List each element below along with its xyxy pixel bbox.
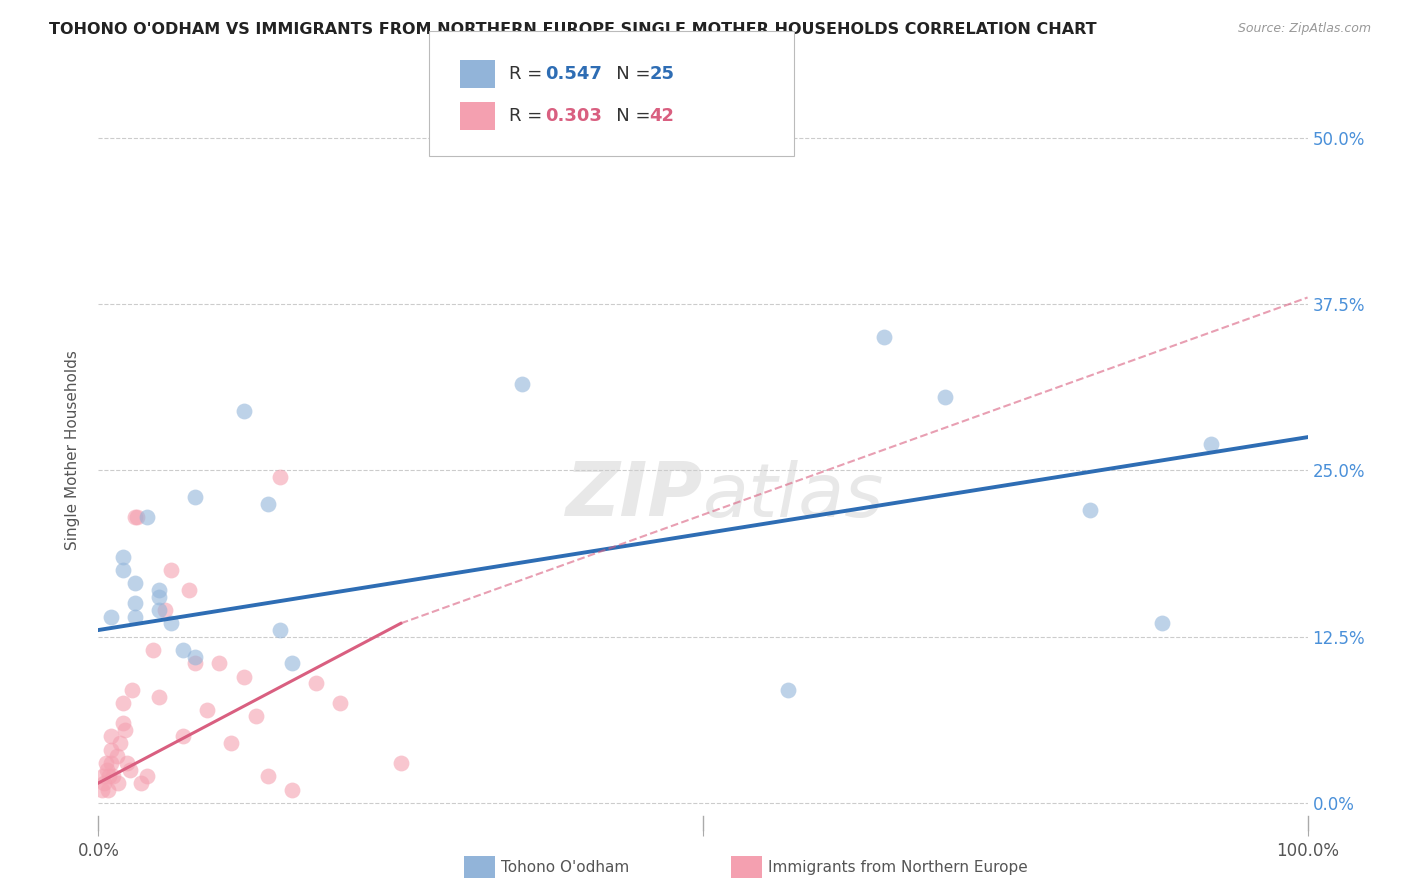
Point [101, 769, 124, 783]
Point [96, 763, 118, 777]
Point [389, 756, 412, 770]
Point [124, 596, 146, 610]
Point [121, 682, 143, 697]
Text: R =: R = [509, 107, 548, 125]
Point [148, 603, 170, 617]
Point [111, 549, 134, 564]
Point [232, 670, 254, 684]
Point [108, 736, 131, 750]
Point [124, 510, 146, 524]
Point [184, 649, 207, 664]
Point [269, 623, 291, 637]
Point [1199, 437, 1222, 451]
Point [105, 749, 128, 764]
Text: 42: 42 [650, 107, 675, 125]
Point [873, 330, 896, 344]
Point [94, 756, 117, 770]
Text: Immigrants from Northern Europe: Immigrants from Northern Europe [768, 860, 1028, 874]
Text: Tohono O'odham: Tohono O'odham [501, 860, 628, 874]
Point [127, 510, 149, 524]
Point [1152, 616, 1174, 631]
Point [148, 590, 170, 604]
Text: R =: R = [509, 65, 548, 83]
Point [179, 583, 201, 598]
Point [100, 609, 122, 624]
Point [100, 743, 122, 757]
Point [91, 769, 114, 783]
Point [111, 696, 134, 710]
Y-axis label: Single Mother Households: Single Mother Households [65, 351, 80, 550]
Point [172, 643, 194, 657]
Text: N =: N = [599, 65, 657, 83]
Point [184, 490, 207, 504]
Point [93, 776, 115, 790]
Point [98, 769, 121, 783]
Point [124, 609, 146, 624]
Point [100, 730, 122, 744]
Point [934, 390, 956, 404]
Point [111, 716, 134, 731]
Point [153, 603, 176, 617]
Point [148, 690, 170, 704]
Point [111, 563, 134, 577]
Point [160, 563, 183, 577]
Point [135, 510, 157, 524]
Text: TOHONO O'ODHAM VS IMMIGRANTS FROM NORTHERN EUROPE SINGLE MOTHER HOUSEHOLDS CORRE: TOHONO O'ODHAM VS IMMIGRANTS FROM NORTHE… [49, 22, 1097, 37]
Point [172, 730, 194, 744]
Text: N =: N = [599, 107, 657, 125]
Point [269, 470, 291, 484]
Point [91, 782, 114, 797]
Point [232, 403, 254, 417]
Point [221, 736, 243, 750]
Point [256, 769, 278, 783]
Point [776, 682, 799, 697]
Point [245, 709, 267, 723]
Point [208, 657, 231, 671]
Point [256, 497, 278, 511]
Point [114, 723, 136, 737]
Point [281, 782, 304, 797]
Point [305, 676, 328, 690]
Point [135, 769, 157, 783]
Text: 0.547: 0.547 [546, 65, 602, 83]
Point [184, 657, 207, 671]
Text: Source: ZipAtlas.com: Source: ZipAtlas.com [1237, 22, 1371, 36]
Point [142, 643, 165, 657]
Point [281, 657, 304, 671]
Point [117, 756, 139, 770]
Text: 0.303: 0.303 [546, 107, 602, 125]
Text: 25: 25 [650, 65, 675, 83]
Point [97, 782, 120, 797]
Text: atlas: atlas [703, 460, 884, 532]
Point [118, 763, 141, 777]
Text: ZIP: ZIP [565, 459, 703, 533]
Point [129, 776, 152, 790]
Point [160, 616, 183, 631]
Point [510, 376, 533, 391]
Point [329, 696, 352, 710]
Point [148, 583, 170, 598]
Point [100, 756, 122, 770]
Point [195, 703, 218, 717]
Point [1078, 503, 1101, 517]
Point [107, 776, 129, 790]
Point [124, 576, 146, 591]
